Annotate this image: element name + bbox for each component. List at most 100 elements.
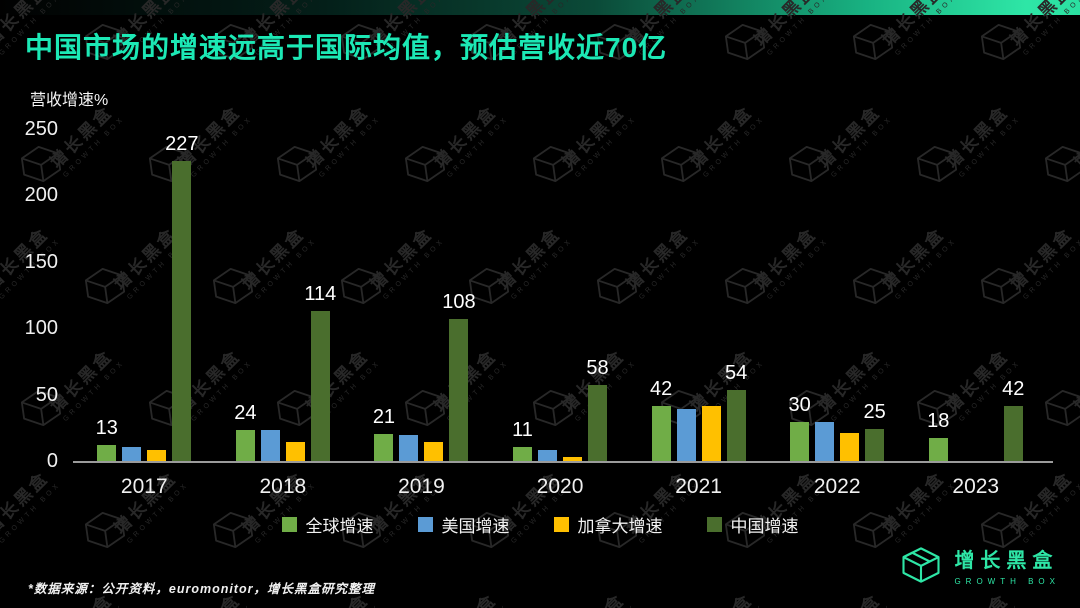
bar-value-label: 108 [442, 290, 476, 313]
legend-swatch [281, 517, 297, 532]
bar-slot: 21 [372, 130, 396, 462]
bar-中国增速-2023 [1003, 406, 1023, 462]
legend-label: 加拿大增速 [577, 517, 663, 536]
x-axis-labels: 2017 2018 2019 2020 2021 2022 2023 [75, 475, 1045, 499]
bar-value-label: 30 [788, 394, 811, 417]
legend-swatch [553, 517, 569, 532]
bar-slot [285, 130, 305, 462]
y-tick-label: 0 [46, 450, 58, 472]
bar-加拿大增速-2020 [563, 456, 583, 462]
bar-全球增速-2018 [235, 430, 255, 462]
bar-slot [538, 130, 558, 462]
y-tick-label: 200 [24, 184, 58, 207]
bar-加拿大增速-2021 [701, 406, 721, 462]
bar-value-label: 24 [234, 402, 257, 425]
bar-slot [979, 130, 998, 462]
growthbox-cube-icon [902, 547, 940, 583]
bar-group-2023: 18 42 [906, 130, 1045, 462]
logo-chinese-name: 增长黑盒 [954, 550, 1059, 572]
x-axis-label-2022: 2022 [813, 475, 861, 498]
bar-slot [676, 130, 696, 462]
x-axis-line [73, 461, 1053, 463]
logo-english-name: GROWTH BOX [954, 577, 1060, 586]
y-tick-label: 250 [24, 118, 58, 140]
bar-value-label: 227 [165, 132, 199, 155]
bar-value-label: 25 [863, 400, 886, 423]
bar-中国增速-2021 [726, 390, 746, 462]
bar-slot: 58 [586, 130, 609, 462]
growthbox-logo-text: 增长黑盒 GROWTH BOX [954, 544, 1060, 586]
y-tick-label: 100 [24, 317, 58, 340]
bar-slot: 30 [788, 130, 811, 462]
x-axis-label-2021: 2021 [675, 475, 722, 498]
legend-item-美国增速: 美国增速 [417, 512, 510, 537]
bar-slot: 42 [1002, 130, 1025, 462]
bar-加拿大增速-2019 [424, 442, 444, 462]
x-axis-label-2018: 2018 [259, 475, 307, 498]
bar-全球增速-2017 [97, 444, 117, 462]
top-gradient-bar [0, 0, 1080, 15]
bar-group-2020: 11 58 [491, 130, 630, 462]
bar-加拿大增速-2022 [840, 432, 860, 462]
bar-美国增速-2018 [260, 430, 280, 462]
bar-value-label: 21 [372, 406, 396, 429]
bar-slot [147, 130, 167, 462]
bar-slot [122, 130, 142, 462]
x-axis-label-2023: 2023 [952, 475, 1000, 498]
bar-slot: 18 [927, 130, 950, 462]
legend-item-加拿大增速: 加拿大增速 [553, 512, 663, 537]
y-axis-title: 营收增速% [30, 92, 109, 109]
legend-label: 美国增速 [441, 517, 510, 536]
bar-value-label: 42 [1002, 378, 1025, 401]
bar-slot: 227 [165, 130, 198, 462]
legend-item-全球增速: 全球增速 [281, 512, 374, 537]
bar-全球增速-2019 [374, 434, 394, 462]
bar-全球增速-2022 [790, 422, 810, 462]
bar-value-label: 58 [586, 356, 609, 379]
x-axis-label-2019: 2019 [398, 475, 445, 498]
x-axis-label-2020: 2020 [536, 475, 584, 498]
bar-全球增速-2021 [651, 406, 671, 462]
bar-slot [260, 130, 280, 462]
bar-中国增速-2017 [172, 160, 192, 462]
bar-slot: 42 [650, 130, 672, 462]
source-note: *数据来源：公开资料，euromonitor，增长黑盒研究整理 [28, 582, 375, 596]
y-tick-label: 150 [24, 250, 58, 273]
bar-slot: 114 [304, 130, 336, 462]
bar-value-label: 13 [95, 416, 118, 439]
bar-slot [399, 130, 419, 462]
bar-slot [840, 130, 860, 462]
legend-label: 中国增速 [730, 517, 799, 536]
bar-group-2017: 13 227 [75, 130, 214, 462]
bar-加拿大增速-2018 [285, 442, 305, 462]
bar-slot: 25 [863, 130, 886, 462]
bar-slot: 13 [95, 130, 118, 462]
bar-美国增速-2019 [399, 435, 419, 462]
bar-value-label: 54 [724, 362, 748, 385]
bar-slot [815, 130, 835, 462]
bar-加拿大增速-2017 [147, 450, 167, 462]
page-title: 中国市场的增速远高于国际均值，预估营收近70亿 [25, 32, 668, 63]
chart-legend: 全球增速 美国增速 加拿大增速 中国增速 [0, 512, 1080, 537]
y-tick-label: 50 [35, 383, 58, 406]
bar-value-label: 11 [512, 419, 533, 442]
legend-label: 全球增速 [305, 517, 374, 536]
bar-中国增速-2020 [588, 384, 608, 462]
x-axis-label-2017: 2017 [120, 475, 168, 498]
bar-slot [701, 130, 721, 462]
bar-slot [954, 130, 973, 462]
bar-slot: 54 [724, 130, 748, 462]
bar-chart-plot-area: 13 227 24 114 21 108 11 58 42 54 30 25 18 42 [75, 130, 1045, 462]
bar-slot: 11 [512, 130, 533, 462]
bar-美国增速-2022 [815, 422, 835, 462]
legend-item-中国增速: 中国增速 [706, 512, 799, 537]
bar-group-2022: 30 25 [768, 130, 907, 462]
bar-全球增速-2020 [513, 447, 533, 462]
bar-中国增速-2019 [449, 318, 469, 462]
bar-group-2019: 21 108 [352, 130, 491, 462]
bar-value-label: 18 [927, 410, 950, 433]
growthbox-logo: 增长黑盒 GROWTH BOX [900, 544, 1060, 586]
bar-美国增速-2021 [676, 408, 696, 462]
bar-slot: 24 [234, 130, 257, 462]
